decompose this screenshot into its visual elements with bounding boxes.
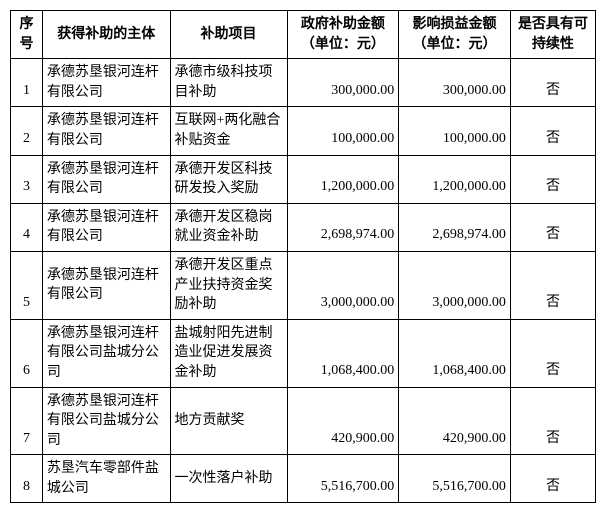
cell-sustainable: 否 xyxy=(510,155,595,203)
cell-seq: 1 xyxy=(11,59,43,107)
cell-pl-amount: 5,516,700.00 xyxy=(399,455,511,503)
table-header-row: 序号 获得补助的主体 补助项目 政府补助金额（单位：元） 影响损益金额（单位：元… xyxy=(11,11,596,59)
cell-entity: 承德苏垦银河连杆有限公司盐城分公司 xyxy=(42,387,170,455)
cell-gov-amount: 2,698,974.00 xyxy=(287,203,399,251)
cell-entity: 苏垦汽车零部件盐城公司 xyxy=(42,455,170,503)
cell-entity: 承德苏垦银河连杆有限公司 xyxy=(42,251,170,319)
header-seq: 序号 xyxy=(11,11,43,59)
cell-project: 承德开发区重点产业扶持资金奖励补助 xyxy=(170,251,287,319)
cell-sustainable: 否 xyxy=(510,319,595,387)
cell-pl-amount: 1,200,000.00 xyxy=(399,155,511,203)
cell-entity: 承德苏垦银河连杆有限公司 xyxy=(42,155,170,203)
cell-project: 承德开发区稳岗就业资金补助 xyxy=(170,203,287,251)
table-row: 6 承德苏垦银河连杆有限公司盐城分公司 盐城射阳先进制造业促进发展资金补助 1,… xyxy=(11,319,596,387)
table-row: 8 苏垦汽车零部件盐城公司 一次性落户补助 5,516,700.00 5,516… xyxy=(11,455,596,503)
cell-pl-amount: 420,900.00 xyxy=(399,387,511,455)
header-gov-amount: 政府补助金额（单位：元） xyxy=(287,11,399,59)
cell-project: 承德开发区科技研发投入奖励 xyxy=(170,155,287,203)
cell-seq: 5 xyxy=(11,251,43,319)
cell-seq: 2 xyxy=(11,107,43,155)
cell-pl-amount: 3,000,000.00 xyxy=(399,251,511,319)
cell-sustainable: 否 xyxy=(510,107,595,155)
cell-seq: 8 xyxy=(11,455,43,503)
header-sustainable: 是否具有可持续性 xyxy=(510,11,595,59)
cell-gov-amount: 100,000.00 xyxy=(287,107,399,155)
table-row: 3 承德苏垦银河连杆有限公司 承德开发区科技研发投入奖励 1,200,000.0… xyxy=(11,155,596,203)
table-row: 1 承德苏垦银河连杆有限公司 承德市级科技项目补助 300,000.00 300… xyxy=(11,59,596,107)
cell-gov-amount: 1,068,400.00 xyxy=(287,319,399,387)
cell-project: 盐城射阳先进制造业促进发展资金补助 xyxy=(170,319,287,387)
table-row: 5 承德苏垦银河连杆有限公司 承德开发区重点产业扶持资金奖励补助 3,000,0… xyxy=(11,251,596,319)
header-entity: 获得补助的主体 xyxy=(42,11,170,59)
cell-pl-amount: 2,698,974.00 xyxy=(399,203,511,251)
table-row: 7 承德苏垦银河连杆有限公司盐城分公司 地方贡献奖 420,900.00 420… xyxy=(11,387,596,455)
cell-entity: 承德苏垦银河连杆有限公司 xyxy=(42,203,170,251)
cell-pl-amount: 1,068,400.00 xyxy=(399,319,511,387)
table-row: 2 承德苏垦银河连杆有限公司 互联网+两化融合补贴资金 100,000.00 1… xyxy=(11,107,596,155)
table-row: 4 承德苏垦银河连杆有限公司 承德开发区稳岗就业资金补助 2,698,974.0… xyxy=(11,203,596,251)
cell-pl-amount: 100,000.00 xyxy=(399,107,511,155)
cell-seq: 3 xyxy=(11,155,43,203)
cell-sustainable: 否 xyxy=(510,59,595,107)
cell-sustainable: 否 xyxy=(510,203,595,251)
cell-gov-amount: 1,200,000.00 xyxy=(287,155,399,203)
cell-gov-amount: 5,516,700.00 xyxy=(287,455,399,503)
table-body: 1 承德苏垦银河连杆有限公司 承德市级科技项目补助 300,000.00 300… xyxy=(11,59,596,503)
cell-entity: 承德苏垦银河连杆有限公司 xyxy=(42,59,170,107)
cell-entity: 承德苏垦银河连杆有限公司 xyxy=(42,107,170,155)
cell-sustainable: 否 xyxy=(510,251,595,319)
cell-entity: 承德苏垦银河连杆有限公司盐城分公司 xyxy=(42,319,170,387)
cell-sustainable: 否 xyxy=(510,387,595,455)
cell-pl-amount: 300,000.00 xyxy=(399,59,511,107)
cell-sustainable: 否 xyxy=(510,455,595,503)
header-project: 补助项目 xyxy=(170,11,287,59)
cell-gov-amount: 420,900.00 xyxy=(287,387,399,455)
cell-seq: 6 xyxy=(11,319,43,387)
cell-seq: 4 xyxy=(11,203,43,251)
cell-project: 互联网+两化融合补贴资金 xyxy=(170,107,287,155)
cell-seq: 7 xyxy=(11,387,43,455)
cell-project: 地方贡献奖 xyxy=(170,387,287,455)
cell-gov-amount: 300,000.00 xyxy=(287,59,399,107)
cell-project: 承德市级科技项目补助 xyxy=(170,59,287,107)
subsidy-table: 序号 获得补助的主体 补助项目 政府补助金额（单位：元） 影响损益金额（单位：元… xyxy=(10,10,596,503)
cell-gov-amount: 3,000,000.00 xyxy=(287,251,399,319)
header-pl-amount: 影响损益金额（单位：元） xyxy=(399,11,511,59)
cell-project: 一次性落户补助 xyxy=(170,455,287,503)
